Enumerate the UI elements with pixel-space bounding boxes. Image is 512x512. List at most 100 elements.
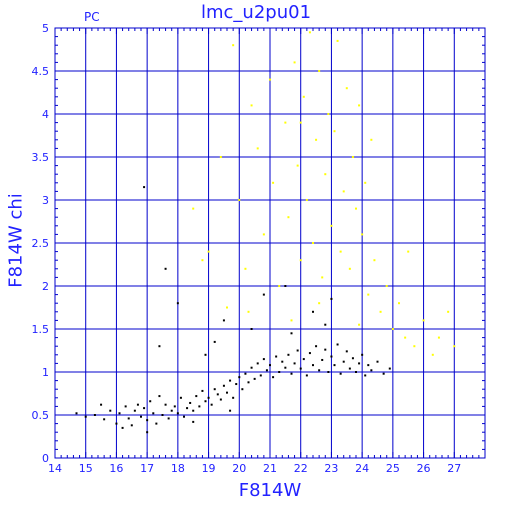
data-point <box>250 366 253 369</box>
data-point <box>250 328 253 330</box>
x-tick-label: 22 <box>294 462 308 475</box>
data-point <box>213 388 216 391</box>
data-point <box>333 130 336 133</box>
y-tick-label: 2 <box>42 280 49 293</box>
data-point <box>287 353 290 356</box>
data-point <box>140 415 142 418</box>
data-point <box>330 355 333 358</box>
chart-title: lmc_u2pu01 <box>200 2 312 23</box>
data-point <box>232 44 235 47</box>
data-point <box>318 369 321 372</box>
data-point <box>342 360 345 363</box>
data-point <box>121 426 124 429</box>
data-point <box>290 372 293 375</box>
data-point <box>315 345 318 348</box>
y-tick-label: 4.5 <box>32 65 50 78</box>
data-point <box>398 302 400 305</box>
data-point <box>84 415 87 418</box>
data-point <box>318 302 321 305</box>
data-point <box>235 383 238 386</box>
data-point <box>339 250 342 253</box>
data-point <box>345 350 348 353</box>
data-point <box>250 104 253 107</box>
y-tick-label: 1.5 <box>32 323 50 336</box>
data-point <box>348 367 351 370</box>
data-point <box>269 364 271 367</box>
data-point <box>437 336 440 339</box>
data-point <box>407 250 410 253</box>
data-point <box>281 360 284 363</box>
data-point <box>204 400 207 403</box>
data-point <box>370 369 373 372</box>
data-point <box>272 181 275 184</box>
data-point <box>284 285 287 287</box>
y-tick-label: 2.5 <box>32 237 50 250</box>
x-tick-label: 20 <box>232 462 246 475</box>
camera-tag: PC <box>84 10 100 24</box>
data-point <box>265 369 268 372</box>
data-point <box>269 78 271 81</box>
data-point <box>222 319 225 322</box>
data-point <box>361 353 364 356</box>
data-point <box>232 396 235 399</box>
y-tick-label: 1 <box>42 366 49 379</box>
data-point <box>164 267 167 270</box>
data-point <box>198 405 201 408</box>
data-point <box>146 419 149 422</box>
data-point <box>133 409 136 412</box>
data-point <box>173 405 176 408</box>
data-point <box>367 293 370 296</box>
data-point <box>124 405 127 408</box>
x-tick-label: 21 <box>263 462 277 475</box>
data-point <box>287 216 290 219</box>
data-point <box>222 384 225 387</box>
data-point <box>312 310 314 313</box>
data-point <box>385 285 388 287</box>
data-point <box>272 376 275 379</box>
data-point <box>312 242 314 244</box>
data-point <box>324 323 327 326</box>
data-point <box>256 362 259 365</box>
data-point <box>238 376 241 379</box>
data-point <box>170 409 173 412</box>
data-point <box>348 267 351 270</box>
data-point <box>167 417 170 420</box>
data-point <box>358 362 361 365</box>
data-point <box>299 121 302 124</box>
data-point <box>195 395 198 398</box>
data-point <box>192 207 195 210</box>
data-point <box>143 186 146 189</box>
data-point <box>305 199 308 201</box>
data-point <box>253 377 256 380</box>
data-point <box>146 431 149 434</box>
data-point <box>321 358 324 361</box>
data-point <box>333 364 336 367</box>
data-point <box>183 415 185 418</box>
data-point <box>404 336 407 339</box>
data-point <box>305 374 308 377</box>
data-point <box>229 379 232 382</box>
data-point <box>376 360 379 363</box>
data-point <box>109 409 112 412</box>
data-point <box>290 332 293 335</box>
data-point <box>422 319 425 322</box>
data-point <box>296 349 299 352</box>
data-point <box>284 366 287 369</box>
x-tick-label: 15 <box>79 462 93 475</box>
data-point <box>330 224 333 227</box>
data-point <box>210 403 213 406</box>
data-point <box>192 420 195 423</box>
data-point <box>118 412 121 415</box>
data-point <box>155 422 158 425</box>
x-tick-label: 14 <box>48 462 62 475</box>
data-point <box>321 276 324 279</box>
data-point <box>391 328 394 330</box>
data-point <box>149 400 152 403</box>
data-point <box>361 233 364 236</box>
data-point <box>431 353 434 356</box>
data-point <box>278 285 281 287</box>
data-point <box>238 199 241 201</box>
data-point <box>130 424 133 427</box>
data-point <box>302 358 305 361</box>
data-point <box>247 381 250 384</box>
